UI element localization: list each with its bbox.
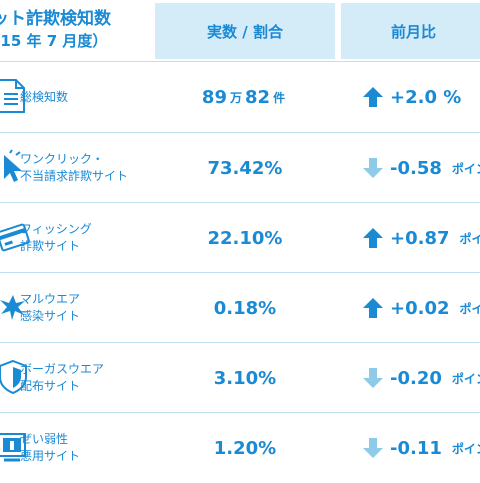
row-label: マルウエア 感染サイト [20, 287, 155, 329]
row-label: 総検知数 [20, 76, 155, 118]
row-label-line-1: フィッシング [20, 221, 155, 238]
title-line-1: ット詐欺検知数 [0, 8, 146, 30]
row-label-line-2: 配布サイト [20, 378, 155, 395]
page-title: ット詐欺検知数 015 年 7 月度） [0, 8, 146, 52]
row-value: 3.10% [155, 343, 335, 413]
row-value: 73.42% [155, 133, 335, 203]
row-label: ボーガスウエア 配布サイト [20, 357, 155, 399]
row-change: -0.58 ポイン [362, 133, 480, 203]
arrow-up-icon [362, 227, 384, 249]
change-value: -0.20 [390, 368, 442, 389]
table-row-vulnerability: ぜい弱性 悪用サイト 1.20% -0.11 ポイン [0, 413, 480, 483]
row-change: -0.11 ポイン [362, 413, 480, 483]
value-number-2: 82 [245, 87, 270, 108]
row-change: +2.0 % [362, 62, 480, 132]
arrow-up-icon [362, 297, 384, 319]
row-value: 0.18% [155, 273, 335, 343]
change-value: +0.02 [390, 298, 450, 319]
row-label-line-1: ボーガスウエア [20, 361, 155, 378]
change-unit: ポイン [460, 300, 480, 317]
row-label-line-1: ぜい弱性 [20, 431, 155, 448]
table-row-phishing: フィッシング 詐欺サイト 22.10% +0.87 ポイン [0, 203, 480, 273]
row-value: 22.10% [155, 203, 335, 273]
header-change: 前月比 [341, 3, 480, 59]
row-label-line-2: 不当請求詐欺サイト [20, 168, 155, 185]
value-unit-2: 件 [273, 89, 285, 106]
change-unit: ポイン [452, 160, 480, 177]
change-value: +0.87 [390, 228, 450, 249]
change-value: -0.58 [390, 158, 442, 179]
arrow-up-icon [362, 86, 384, 108]
table-row-total: 総検知数 89 万 82 件 +2.0 % [0, 62, 480, 132]
change-unit: ポイン [460, 230, 480, 247]
table-row-one-click: ワンクリック・ 不当請求詐欺サイト 73.42% -0.58 ポイン [0, 133, 480, 203]
title-line-2: 015 年 7 月度） [0, 30, 146, 52]
row-label: ワンクリック・ 不当請求詐欺サイト [20, 147, 155, 189]
change-unit: ポイン [452, 370, 480, 387]
row-change: -0.20 ポイン [362, 343, 480, 413]
change-unit: ポイン [452, 440, 480, 457]
row-value: 1.20% [155, 413, 335, 483]
header-value: 実数 / 割合 [155, 3, 335, 59]
row-label: ぜい弱性 悪用サイト [20, 427, 155, 469]
change-value: -0.11 [390, 438, 442, 459]
row-label-line-1: ワンクリック・ [20, 151, 155, 168]
row-label: フィッシング 詐欺サイト [20, 217, 155, 259]
row-label-line-2: 感染サイト [20, 308, 155, 325]
value-unit-1: 万 [230, 89, 242, 106]
row-change: +0.02 ポイン [362, 273, 480, 343]
row-change: +0.87 ポイン [362, 203, 480, 273]
row-label-line-1: 総検知数 [20, 89, 155, 106]
value-number-1: 89 [202, 87, 227, 108]
row-label-line-2: 詐欺サイト [20, 238, 155, 255]
arrow-down-icon [362, 437, 384, 459]
row-value: 89 万 82 件 [155, 62, 335, 132]
change-value: +2.0 % [390, 87, 461, 108]
table-row-bogusware: ボーガスウエア 配布サイト 3.10% -0.20 ポイン [0, 343, 480, 413]
arrow-down-icon [362, 367, 384, 389]
row-label-line-2: 悪用サイト [20, 448, 155, 465]
table-row-malware: マルウエア 感染サイト 0.18% +0.02 ポイン [0, 273, 480, 343]
arrow-down-icon [362, 157, 384, 179]
row-label-line-1: マルウエア [20, 291, 155, 308]
